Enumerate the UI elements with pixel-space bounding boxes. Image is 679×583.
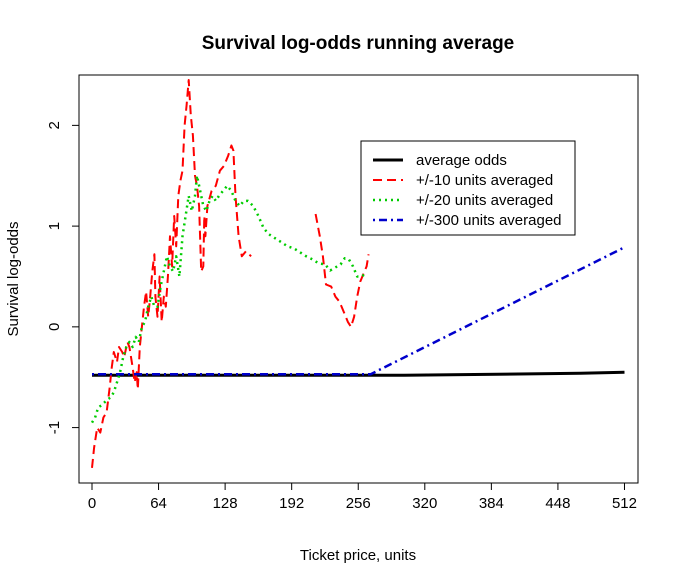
x-tick-label: 0 <box>88 495 96 512</box>
x-tick-label: 320 <box>412 495 437 512</box>
series-layer <box>90 79 626 469</box>
x-tick-label: 192 <box>279 495 304 512</box>
y-tick-label: 0 <box>46 323 63 331</box>
x-tick-label: 128 <box>213 495 238 512</box>
x-tick-label: 384 <box>479 495 504 512</box>
series-line-1 <box>91 79 252 469</box>
x-axis: 0 64 128 192 256 320 384 448 512 <box>88 482 637 512</box>
legend-label-3: +/-300 units averaged <box>416 212 562 229</box>
x-tick-label: 512 <box>612 495 637 512</box>
legend-label-0: average odds <box>416 152 507 169</box>
x-tick-label: 64 <box>150 495 167 512</box>
y-tick-label: 2 <box>46 121 63 129</box>
chart-title: Survival log-odds running average <box>202 33 515 54</box>
series-line-2 <box>90 174 366 424</box>
series-line-1 <box>314 213 370 328</box>
plot-frame <box>78 74 639 484</box>
legend-label-2: +/-20 units averaged <box>416 192 553 209</box>
legend-label-1: +/-10 units averaged <box>416 172 553 189</box>
x-axis-label: Ticket price, units <box>300 547 416 564</box>
y-axis: -1 0 1 2 <box>46 121 80 434</box>
x-tick-label: 448 <box>545 495 570 512</box>
y-tick-label: -1 <box>46 421 63 434</box>
legend: average odds +/-10 units averaged +/-20 un… <box>360 140 576 236</box>
y-tick-label: 1 <box>46 222 63 230</box>
x-tick-label: 256 <box>346 495 371 512</box>
y-axis-label: Survival log-odds <box>5 221 22 336</box>
series-line-3 <box>92 246 626 376</box>
legend-box <box>360 140 576 236</box>
